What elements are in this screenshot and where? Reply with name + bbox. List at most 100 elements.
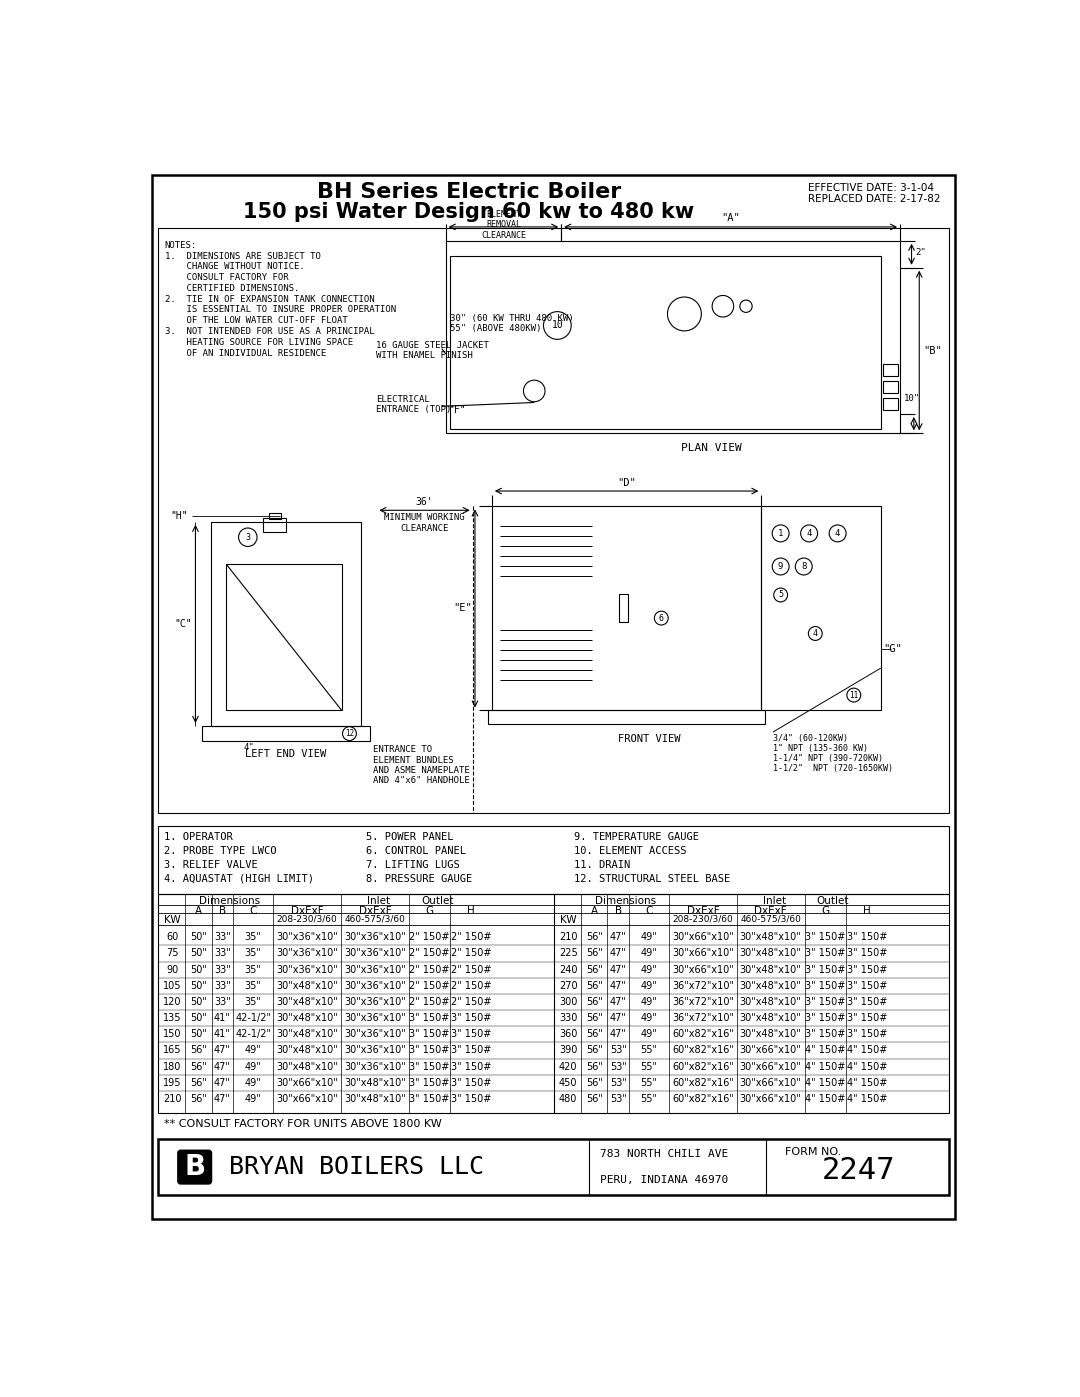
Text: 2" 150#: 2" 150# — [409, 964, 449, 975]
Text: Inlet: Inlet — [367, 895, 390, 907]
Text: Dimensions: Dimensions — [595, 895, 656, 907]
Text: LEFT END VIEW: LEFT END VIEW — [245, 749, 326, 759]
Text: 30"x36"x10": 30"x36"x10" — [345, 949, 406, 958]
Text: 195: 195 — [163, 1077, 181, 1088]
Text: 60"x82"x16": 60"x82"x16" — [672, 1045, 733, 1056]
Text: 360: 360 — [559, 1030, 578, 1039]
Text: 30"x66"x10": 30"x66"x10" — [740, 1094, 801, 1104]
Text: 49": 49" — [245, 1077, 261, 1088]
Text: 30"x48"x10": 30"x48"x10" — [740, 932, 801, 942]
Bar — [491, 507, 761, 711]
Text: 3.  NOT INTENDED FOR USE AS A PRINCIPAL: 3. NOT INTENDED FOR USE AS A PRINCIPAL — [164, 327, 375, 337]
Text: 30"x36"x10": 30"x36"x10" — [345, 964, 406, 975]
Text: 3" 150#: 3" 150# — [451, 1062, 491, 1071]
Text: EFFECTIVE DATE: 3-1-04: EFFECTIVE DATE: 3-1-04 — [808, 183, 933, 193]
Bar — [211, 522, 361, 726]
Text: 4" 150#: 4" 150# — [847, 1062, 887, 1071]
Text: 2" 150#: 2" 150# — [409, 997, 449, 1007]
Bar — [883, 398, 899, 411]
Text: PLAN VIEW: PLAN VIEW — [681, 443, 742, 453]
Text: 16 GAUGE STEEL JACKET
WITH ENAMEL FINISH: 16 GAUGE STEEL JACKET WITH ENAMEL FINISH — [377, 341, 489, 360]
Text: DxExF: DxExF — [754, 907, 787, 916]
Text: 53": 53" — [610, 1045, 626, 1056]
Text: 36"x72"x10": 36"x72"x10" — [672, 981, 734, 990]
Text: 56": 56" — [585, 964, 603, 975]
Text: A: A — [195, 907, 202, 916]
Text: 4": 4" — [244, 743, 255, 752]
Text: 30"x48"x10": 30"x48"x10" — [276, 1045, 338, 1056]
Text: 30"x48"x10": 30"x48"x10" — [276, 997, 338, 1007]
Text: 55": 55" — [640, 1062, 658, 1071]
Text: 49": 49" — [640, 964, 658, 975]
Text: 33": 33" — [214, 964, 231, 975]
Text: 3" 150#: 3" 150# — [451, 1013, 491, 1023]
Text: 3" 150#: 3" 150# — [451, 1030, 491, 1039]
Text: 2" 150#: 2" 150# — [450, 997, 491, 1007]
Text: 30"x36"x10": 30"x36"x10" — [276, 932, 338, 942]
Text: 3" 150#: 3" 150# — [847, 964, 887, 975]
Text: 60"x82"x16": 60"x82"x16" — [672, 1077, 733, 1088]
Text: 49": 49" — [245, 1062, 261, 1071]
Text: 49": 49" — [245, 1094, 261, 1104]
Text: 3" 150#: 3" 150# — [805, 1013, 846, 1023]
Text: 450: 450 — [558, 1077, 578, 1088]
Text: 30"x36"x10": 30"x36"x10" — [345, 981, 406, 990]
Text: 3" 150#: 3" 150# — [847, 1030, 887, 1039]
Text: 42-1/2": 42-1/2" — [235, 1030, 271, 1039]
Text: 56": 56" — [190, 1045, 207, 1056]
Text: 3" 150#: 3" 150# — [451, 1094, 491, 1104]
Circle shape — [740, 300, 752, 313]
Text: 47": 47" — [214, 1094, 231, 1104]
Text: 3" 150#: 3" 150# — [805, 949, 846, 958]
Text: 10. ELEMENT ACCESS: 10. ELEMENT ACCESS — [573, 847, 686, 856]
Text: H: H — [468, 907, 475, 916]
Text: 3" 150#: 3" 150# — [451, 1045, 491, 1056]
Bar — [158, 228, 949, 813]
Text: 3" 150#: 3" 150# — [805, 981, 846, 990]
Bar — [883, 365, 899, 376]
Text: 60"x82"x16": 60"x82"x16" — [672, 1030, 733, 1039]
FancyBboxPatch shape — [178, 1151, 211, 1183]
Text: "B": "B" — [923, 345, 942, 355]
Text: 135: 135 — [163, 1013, 181, 1023]
Text: 56": 56" — [585, 1062, 603, 1071]
Text: "H": "H" — [171, 511, 188, 521]
Text: 2" 150#: 2" 150# — [409, 932, 449, 942]
Bar — [158, 1140, 949, 1194]
Text: "F": "F" — [448, 405, 465, 415]
Bar — [269, 513, 281, 518]
Bar — [449, 256, 881, 429]
Text: 150: 150 — [163, 1030, 181, 1039]
Text: 2" 150#: 2" 150# — [450, 964, 491, 975]
Text: 4" 150#: 4" 150# — [805, 1077, 846, 1088]
Text: 783 NORTH CHILI AVE: 783 NORTH CHILI AVE — [600, 1150, 729, 1160]
Text: 50": 50" — [190, 997, 207, 1007]
Text: 30"x36"x10": 30"x36"x10" — [276, 964, 338, 975]
Text: C: C — [645, 907, 652, 916]
Text: 41": 41" — [214, 1013, 231, 1023]
Text: 56": 56" — [190, 1094, 207, 1104]
Text: "A": "A" — [721, 214, 740, 224]
Text: 2" 150#: 2" 150# — [450, 981, 491, 990]
Bar — [761, 507, 881, 711]
Text: 35": 35" — [245, 932, 261, 942]
Text: Inlet: Inlet — [762, 895, 786, 907]
Text: ** CONSULT FACTORY FOR UNITS ABOVE 1800 KW: ** CONSULT FACTORY FOR UNITS ABOVE 1800 … — [164, 1119, 442, 1129]
Text: DxExF: DxExF — [359, 907, 391, 916]
Text: 420: 420 — [558, 1062, 578, 1071]
Text: 2.  TIE IN OF EXPANSION TANK CONNECTION: 2. TIE IN OF EXPANSION TANK CONNECTION — [164, 295, 375, 303]
Bar — [226, 564, 341, 711]
Text: 30"x36"x10": 30"x36"x10" — [345, 1062, 406, 1071]
Bar — [158, 826, 949, 894]
Text: 36"x72"x10": 36"x72"x10" — [672, 1013, 734, 1023]
Text: 4" 150#: 4" 150# — [847, 1094, 887, 1104]
Text: 30"x48"x10": 30"x48"x10" — [276, 1030, 338, 1039]
Text: 10": 10" — [904, 394, 920, 404]
Text: 33": 33" — [214, 997, 231, 1007]
Text: 12. STRUCTURAL STEEL BASE: 12. STRUCTURAL STEEL BASE — [573, 873, 730, 884]
Text: 56": 56" — [585, 949, 603, 958]
Text: H: H — [863, 907, 870, 916]
Text: REPLACED DATE: 2-17-82: REPLACED DATE: 2-17-82 — [808, 194, 940, 204]
Text: 5. POWER PANEL: 5. POWER PANEL — [366, 833, 454, 842]
Text: 47": 47" — [214, 1062, 231, 1071]
